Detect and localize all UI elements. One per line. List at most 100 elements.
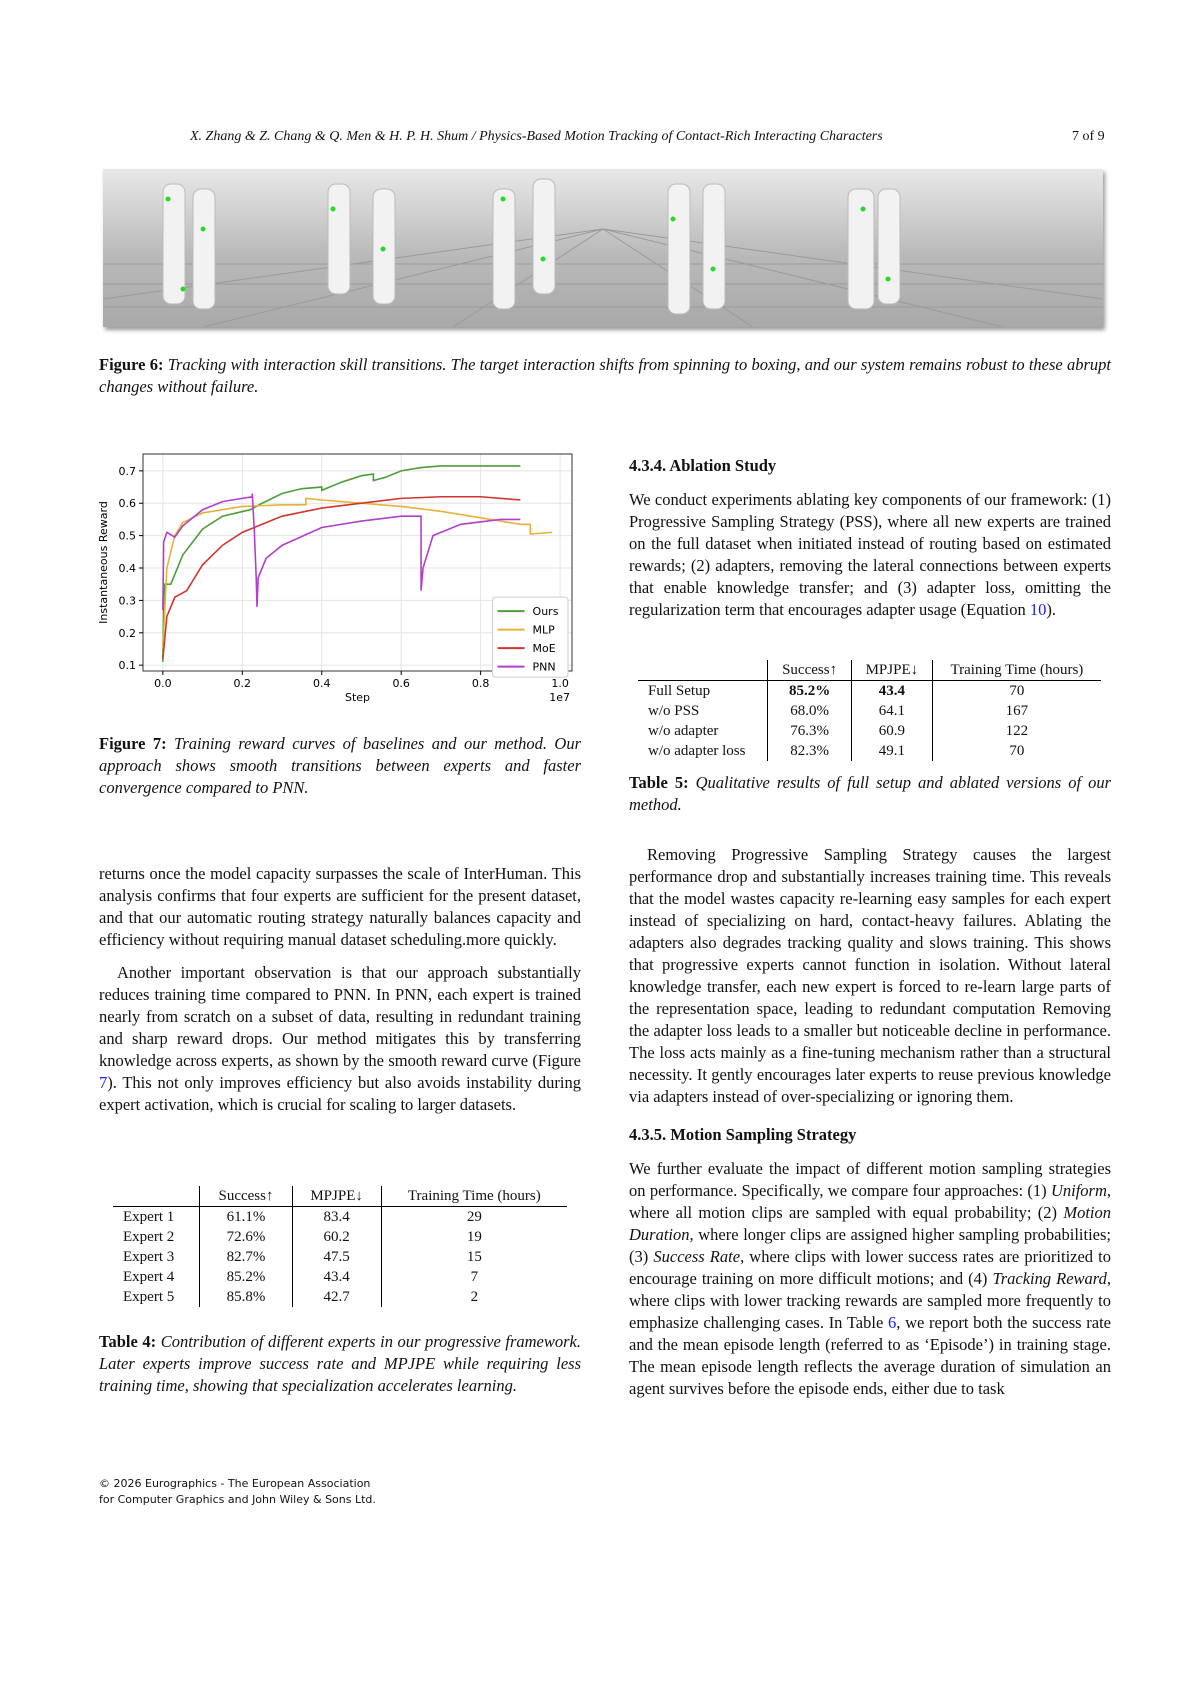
table-cell: 7 <box>470 1269 479 1285</box>
x-tick-label: 0.8 <box>472 677 490 690</box>
legend-label: MLP <box>533 624 556 637</box>
table-cell: 72.6% <box>199 1227 293 1247</box>
right-column-body: Removing Progressive Sampling Strategy c… <box>629 844 1111 1400</box>
table-row: w/o adapter loss 82.3% 49.1 70 <box>638 741 1101 761</box>
figure-7-caption: Figure 7: Training reward curves of base… <box>99 733 581 799</box>
table-5-label: Table 5: <box>629 773 689 792</box>
table-cell: 76.3% <box>767 721 852 741</box>
legend-box <box>492 596 569 678</box>
table-5-caption: Table 5: Qualitative results of full set… <box>629 772 1111 816</box>
table-4-label: Table 4: <box>99 1332 157 1351</box>
table-cell: Full Setup <box>638 680 769 701</box>
table-cell: 82.3% <box>767 741 852 761</box>
table-cell: 83.4 <box>292 1206 382 1227</box>
table-cell: 15 <box>466 1249 482 1265</box>
y-tick-label: 0.7 <box>119 465 137 478</box>
x-tick-label: 0.2 <box>234 677 252 690</box>
right-column-top: 4.3.4. Ablation Study We conduct experim… <box>629 455 1111 621</box>
table-cell: 43.4 <box>292 1267 382 1287</box>
footer-line: for Computer Graphics and John Wiley & S… <box>99 1493 376 1506</box>
tracking-markers <box>165 196 891 292</box>
table-row: Expert 3 82.7% 47.5 15 <box>113 1247 567 1267</box>
paragraph: Another important observation is that ou… <box>99 963 581 1114</box>
table-4-caption-text: Contribution of different experts in our… <box>99 1332 581 1395</box>
characters <box>162 178 901 315</box>
table-cell: 70 <box>1009 683 1025 699</box>
table-cell: 29 <box>466 1209 482 1225</box>
figure-7-label: Figure 7: <box>99 734 167 753</box>
y-tick-label: 0.3 <box>119 594 137 607</box>
table-cell: 49.1 <box>851 741 933 761</box>
table-4-caption: Table 4: Contribution of different exper… <box>99 1331 581 1397</box>
series-line-mlp <box>162 497 553 650</box>
table-cell: 42.7 <box>292 1287 382 1307</box>
table-row: Expert 5 85.8% 42.7 2 <box>113 1287 567 1307</box>
figure-6-render <box>103 178 1103 327</box>
y-tick-label: 0.5 <box>119 530 137 543</box>
table-cell: Expert 2 <box>113 1227 201 1247</box>
table-cell: Expert 5 <box>113 1287 201 1307</box>
series-line-moe <box>162 495 521 659</box>
table-4: Success↑ MPJPE↓ Training Time (hours) Expe… <box>113 1186 567 1307</box>
table-cell: w/o PSS <box>638 701 769 721</box>
y-axis-label: Instantaneous Reward <box>97 501 110 624</box>
running-header: X. Zhang & Z. Chang & Q. Men & H. P. H. … <box>190 129 883 144</box>
table-cell: 43.4 <box>851 680 933 701</box>
table-cell: 68.0% <box>767 701 852 721</box>
table-cell: 61.1% <box>199 1206 293 1227</box>
figure-6-caption: Figure 6: Tracking with interaction skil… <box>99 354 1111 398</box>
paragraph: We conduct experiments ablating key comp… <box>629 490 1111 619</box>
table-cell: w/o adapter <box>638 721 769 741</box>
table-row: Expert 1 61.1% 83.4 29 <box>113 1206 567 1227</box>
table-cell: Expert 1 <box>113 1206 201 1227</box>
figure-7-caption-text: Training reward curves of baselines and … <box>99 734 581 797</box>
series-line-ours <box>162 465 521 662</box>
table-row: w/o PSS 68.0% 64.1 167 <box>638 701 1101 721</box>
paragraph: Removing Progressive Sampling Strategy c… <box>629 845 1111 1106</box>
legend-label: PNN <box>533 661 556 674</box>
legend-label: MoE <box>533 642 556 655</box>
table-cell: 85.8% <box>199 1287 293 1307</box>
equation-ref-link[interactable]: 10 <box>1029 600 1047 619</box>
table-5: Success↑ MPJPE↓ Training Time (hours) Full… <box>638 660 1101 761</box>
table-ref-link[interactable]: 6 <box>887 1313 897 1332</box>
table-row: Expert 2 72.6% 60.2 19 <box>113 1227 567 1247</box>
table-cell: 70 <box>1009 743 1025 759</box>
table-cell: 2 <box>470 1289 479 1305</box>
table-cell: 64.1 <box>851 701 933 721</box>
left-column-body: returns once the model capacity surpasse… <box>99 863 581 1116</box>
section-heading: 4.3.4. Ablation Study <box>629 456 777 475</box>
table-5-caption-text: Qualitative results of full setup and ab… <box>629 773 1111 814</box>
table-cell: 47.5 <box>292 1247 382 1267</box>
table-row: Full Setup 85.2% 43.4 70 <box>638 680 1101 701</box>
y-tick-label: 0.1 <box>119 659 137 672</box>
table-row: w/o adapter 76.3% 60.9 122 <box>638 721 1101 741</box>
table-cell: 122 <box>1005 723 1029 739</box>
table-cell: Expert 3 <box>113 1247 201 1267</box>
paragraph: We further evaluate the impact of differ… <box>629 1159 1112 1398</box>
y-tick-label: 0.2 <box>119 627 137 640</box>
x-axis-scale-label: 1e7 <box>549 691 570 704</box>
table-cell: 19 <box>466 1229 482 1245</box>
table-cell: Expert 4 <box>113 1267 201 1287</box>
table-cell: 60.9 <box>851 721 933 741</box>
series-line-pnn <box>162 493 521 611</box>
table-cell: 60.2 <box>292 1227 382 1247</box>
figure-ref-link[interactable]: 7 <box>99 1073 108 1092</box>
figure-6-caption-text: Tracking with interaction skill transiti… <box>99 355 1111 396</box>
floor-grid <box>103 228 1103 327</box>
x-tick-label: 0.0 <box>154 677 172 690</box>
table-cell: 82.7% <box>199 1247 293 1267</box>
table-cell: 167 <box>1005 703 1029 719</box>
section-heading: 4.3.5. Motion Sampling Strategy <box>629 1125 857 1144</box>
copyright-footer: © 2026 Eurographics - The European Assoc… <box>99 1476 376 1508</box>
figure-6-label: Figure 6: <box>99 355 164 374</box>
paragraph: returns once the model capacity surpasse… <box>99 864 581 949</box>
table-cell: 85.2% <box>767 680 852 701</box>
legend-label: Ours <box>533 605 559 618</box>
x-axis-label: Step <box>345 691 370 704</box>
y-tick-label: 0.4 <box>119 562 137 575</box>
footer-line: © 2026 Eurographics - The European Assoc… <box>99 1477 371 1490</box>
x-tick-label: 0.4 <box>313 677 331 690</box>
